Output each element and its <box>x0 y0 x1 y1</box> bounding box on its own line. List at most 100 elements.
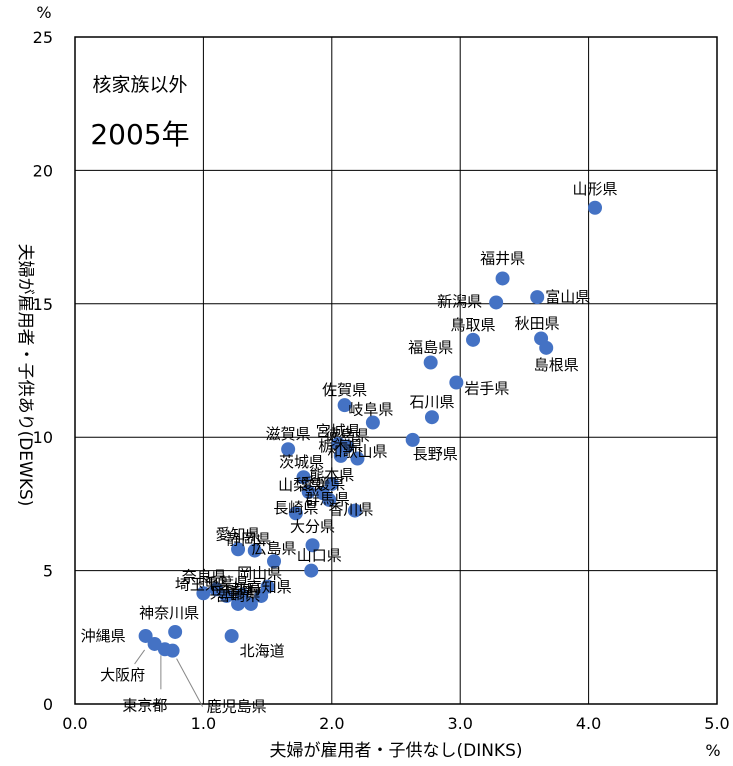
data-point <box>301 484 316 499</box>
point-label: 兵庫県 <box>210 584 255 602</box>
y-tick-label: 5 <box>43 562 53 581</box>
point-label: 愛知県 <box>216 525 261 543</box>
data-point <box>243 596 258 611</box>
data-point <box>219 588 234 603</box>
point-label: 奈良県 <box>182 567 227 585</box>
point-label: 石川県 <box>409 393 454 411</box>
point-label: 岩手県 <box>464 380 509 398</box>
data-point <box>588 200 603 215</box>
point-label: 千葉県 <box>204 574 249 592</box>
leader-line <box>176 658 204 707</box>
point-label: 滋賀県 <box>266 425 311 443</box>
data-point <box>138 628 153 643</box>
annotation-category: 核家族以外 <box>92 74 187 96</box>
y-axis-title: 夫婦が雇用者・子供あり(DEWKS) <box>15 244 35 507</box>
data-point <box>489 295 504 310</box>
point-label: 佐賀県 <box>322 381 367 399</box>
point-label: 宮城県 <box>316 422 361 440</box>
y-tick-label: 25 <box>33 28 53 47</box>
data-point <box>168 624 183 639</box>
data-point <box>231 542 246 557</box>
point-label: 高知県 <box>247 578 292 596</box>
x-unit-label: % <box>705 741 720 760</box>
point-label: 鳥取県 <box>451 316 496 334</box>
point-label: 広島県 <box>252 539 297 557</box>
point-label: 山梨県 <box>278 476 323 494</box>
data-point <box>423 355 438 370</box>
data-point <box>247 543 262 558</box>
data-point <box>466 332 481 347</box>
x-tick-label: 4.0 <box>576 714 601 733</box>
point-label: 熊本県 <box>309 466 354 484</box>
point-label: 島根県 <box>534 356 579 374</box>
point-label: 栃木県 <box>318 437 363 455</box>
point-label: 岡山県 <box>237 565 282 583</box>
point-label: 福井県 <box>480 249 525 267</box>
point-label: 長野県 <box>413 445 458 463</box>
point-label: 新潟県 <box>437 292 482 310</box>
point-label: 長崎県 <box>273 499 318 517</box>
point-label: 香川県 <box>328 501 373 519</box>
x-tick-label: 1.0 <box>191 714 216 733</box>
point-label: 神奈川県 <box>139 604 199 622</box>
point-label: 山形県 <box>573 180 618 198</box>
point-label: 東京都 <box>122 696 167 714</box>
x-tick-label: 5.0 <box>704 714 729 733</box>
point-label: 大阪府 <box>100 666 145 684</box>
data-point <box>495 271 510 286</box>
data-point <box>530 290 545 305</box>
data-point <box>337 398 352 413</box>
point-label: 大分県 <box>290 517 335 535</box>
data-point <box>224 628 239 643</box>
data-point <box>322 492 337 507</box>
point-label: 京都府 <box>216 580 261 598</box>
point-label: 宮崎県 <box>215 587 260 605</box>
data-point <box>539 340 554 355</box>
point-label: 埼玉県 <box>175 575 220 593</box>
y-tick-label: 10 <box>33 428 53 447</box>
x-tick-labels: 0.0 1.0 2.0 3.0 4.0 5.0 <box>62 714 729 733</box>
data-point <box>350 451 365 466</box>
data-point <box>288 506 303 521</box>
y-unit-label: % <box>36 3 51 22</box>
data-point <box>281 442 296 457</box>
point-label: 北海道 <box>240 642 285 660</box>
plot-area <box>74 36 718 705</box>
data-point <box>254 588 269 603</box>
point-label: 山口県 <box>297 547 342 565</box>
data-point <box>231 596 246 611</box>
point-label: 岐阜県 <box>348 401 393 419</box>
data-point <box>209 582 224 597</box>
data-point <box>267 554 282 569</box>
data-point <box>305 538 320 553</box>
point-label: 富山県 <box>545 288 590 306</box>
data-points <box>138 200 603 658</box>
annotation-year: 2005年 <box>90 118 189 151</box>
label-leader-lines <box>134 649 204 707</box>
data-point <box>424 410 439 425</box>
y-tick-label: 20 <box>33 161 53 180</box>
data-point <box>405 432 420 447</box>
point-label: 静岡県 <box>226 531 271 549</box>
y-tick-labels: 0 5 10 15 20 25 <box>33 28 53 714</box>
leader-line <box>134 649 146 665</box>
data-point <box>165 643 180 658</box>
data-point <box>304 563 319 578</box>
point-label: 沖縄県 <box>81 627 126 645</box>
x-tick-label: 2.0 <box>319 714 344 733</box>
point-label: 鹿児島県 <box>207 698 267 716</box>
point-label: 群馬県 <box>305 490 350 508</box>
x-tick-label: 0.0 <box>62 714 87 733</box>
point-label: 和歌山県 <box>327 443 387 461</box>
data-point <box>196 586 211 601</box>
point-label: 茨城県 <box>279 453 324 471</box>
point-label: 福島県 <box>408 338 453 356</box>
data-point <box>333 448 348 463</box>
point-label: 徳島県 <box>325 427 370 445</box>
data-point <box>296 470 311 485</box>
point-label: 愛媛県 <box>300 475 345 493</box>
data-point <box>449 375 464 390</box>
data-point <box>365 415 380 430</box>
